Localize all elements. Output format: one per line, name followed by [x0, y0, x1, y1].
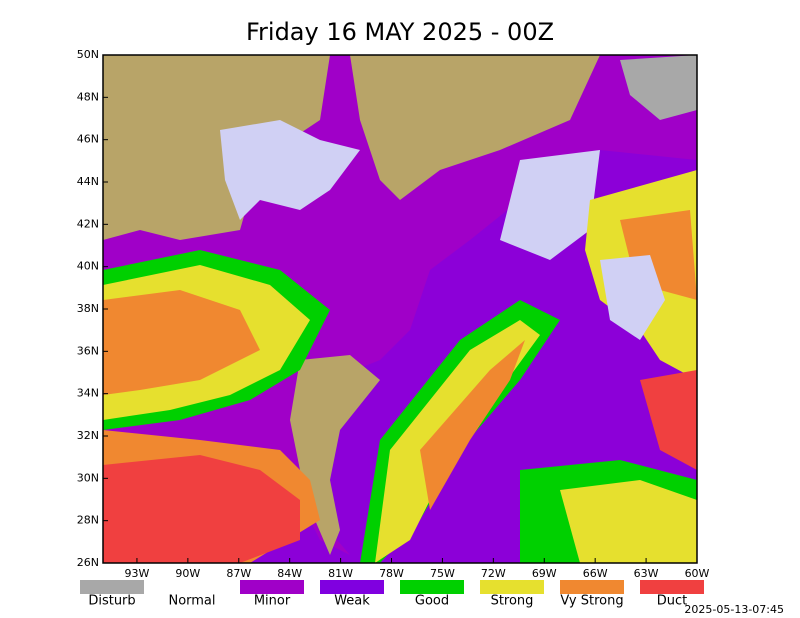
title: Friday 16 MAY 2025 - 00Z: [246, 18, 554, 46]
lon-label: 81W: [328, 567, 353, 580]
legend-swatch: [560, 580, 624, 594]
lon-label: 69W: [532, 567, 557, 580]
lat-label: 42N: [77, 217, 99, 230]
legend-swatch: [80, 580, 144, 594]
map: [102, 54, 698, 564]
lat-label: 46N: [77, 133, 99, 146]
lat-label: 26N: [77, 556, 99, 569]
legend-swatch: [400, 580, 464, 594]
lon-label: 78W: [379, 567, 404, 580]
lat-label: 44N: [77, 175, 99, 188]
legend-label: Normal: [168, 594, 215, 609]
legend-label: Minor: [254, 594, 291, 609]
legend-label: Weak: [334, 594, 370, 609]
lat-label: 36N: [77, 344, 99, 357]
legend-swatch: [240, 580, 304, 594]
lon-label: 84W: [277, 567, 302, 580]
legend-label: Duct: [657, 594, 688, 609]
lon-label: 90W: [175, 567, 200, 580]
lon-label: 63W: [634, 567, 659, 580]
legend-swatch: [320, 580, 384, 594]
lon-label: 72W: [481, 567, 506, 580]
lat-label: 28N: [77, 514, 99, 527]
lon-label: 93W: [125, 567, 150, 580]
lon-label: 60W: [685, 567, 710, 580]
lat-label: 40N: [77, 260, 99, 273]
timestamp: 2025-05-13-07:45: [684, 603, 784, 616]
lon-label: 66W: [583, 567, 608, 580]
legend-label: Good: [415, 594, 449, 609]
lat-label: 34N: [77, 387, 99, 400]
lat-label: 38N: [77, 302, 99, 315]
legend-swatch: [480, 580, 544, 594]
legend-label: Disturb: [88, 594, 135, 609]
lat-label: 50N: [77, 48, 99, 61]
legend-swatch: [640, 580, 704, 594]
lon-label: 87W: [226, 567, 251, 580]
legend-label: Strong: [491, 594, 534, 609]
lat-label: 48N: [77, 90, 99, 103]
lat-label: 32N: [77, 429, 99, 442]
legend-swatch: [160, 580, 224, 594]
lat-label: 30N: [77, 471, 99, 484]
legend-label: Vy Strong: [560, 594, 623, 609]
lon-label: 75W: [430, 567, 455, 580]
